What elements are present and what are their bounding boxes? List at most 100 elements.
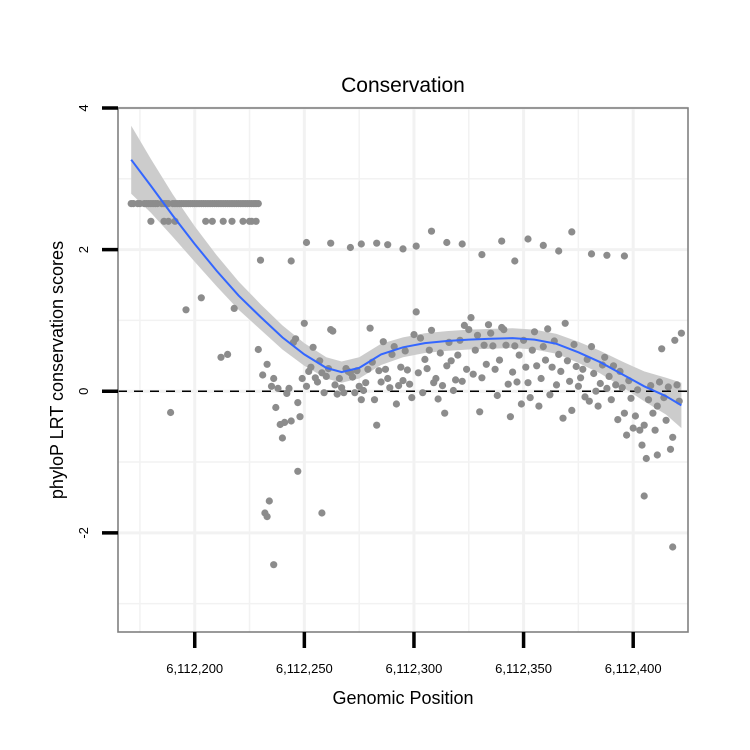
- data-point: [587, 343, 596, 351]
- data-point: [375, 367, 383, 375]
- data-point: [263, 360, 271, 368]
- data-point: [208, 217, 216, 225]
- data-point: [487, 329, 495, 337]
- data-point: [552, 381, 561, 389]
- data-point: [601, 353, 609, 361]
- data-point: [327, 239, 335, 247]
- data-point: [489, 342, 497, 350]
- data-point: [463, 365, 471, 373]
- data-point: [349, 373, 357, 381]
- data-point: [381, 365, 390, 373]
- data-point: [421, 355, 429, 363]
- data-point: [263, 513, 271, 521]
- data-point: [508, 368, 517, 376]
- data-point: [524, 379, 532, 387]
- data-point: [432, 374, 440, 383]
- data-point: [559, 414, 567, 422]
- data-point: [239, 217, 247, 225]
- data-point: [454, 351, 462, 359]
- data-point: [390, 343, 398, 351]
- data-point: [419, 389, 427, 397]
- data-point: [300, 319, 308, 327]
- data-point: [423, 365, 431, 373]
- data-point: [579, 365, 587, 373]
- data-point: [397, 363, 405, 371]
- data-point: [270, 374, 278, 383]
- data-point: [197, 294, 205, 302]
- data-point: [408, 394, 416, 402]
- data-point: [572, 362, 580, 371]
- data-point: [513, 378, 521, 386]
- data-point: [653, 451, 661, 459]
- data-point: [219, 217, 227, 225]
- data-point: [596, 379, 604, 388]
- data-point: [373, 421, 381, 429]
- data-point: [511, 257, 519, 265]
- data-point: [427, 227, 436, 235]
- data-point: [577, 374, 585, 382]
- data-point: [351, 389, 359, 397]
- data-point: [669, 543, 677, 551]
- data-point: [528, 346, 536, 354]
- data-point: [377, 378, 385, 386]
- data-point: [302, 238, 311, 247]
- data-point: [167, 408, 175, 417]
- data-point: [399, 245, 407, 253]
- data-point: [357, 396, 365, 404]
- x-tick-label: 6,112,400: [605, 661, 662, 676]
- smooth-trend-line: [130, 159, 682, 407]
- data-point: [484, 321, 493, 329]
- data-point: [603, 384, 611, 392]
- data-point: [671, 336, 679, 344]
- data-point: [574, 382, 583, 390]
- data-point: [658, 345, 666, 353]
- data-point: [544, 325, 552, 333]
- data-point: [482, 360, 490, 368]
- data-point: [664, 383, 672, 391]
- data-point: [623, 431, 631, 439]
- data-point: [386, 384, 394, 392]
- data-point: [605, 372, 613, 380]
- data-point: [452, 376, 460, 384]
- data-point: [307, 363, 315, 371]
- y-axis: 4 2 0 -2: [76, 104, 118, 539]
- data-point: [406, 380, 414, 388]
- data-point: [254, 200, 262, 208]
- data-point: [592, 387, 600, 395]
- data-point: [541, 356, 550, 364]
- data-point: [292, 335, 300, 343]
- data-point: [526, 394, 534, 402]
- data-point: [631, 412, 640, 420]
- data-point: [677, 329, 686, 337]
- data-point: [438, 382, 447, 390]
- x-tick-label: 6,112,300: [386, 661, 443, 676]
- data-point: [318, 509, 326, 517]
- data-point: [331, 381, 339, 389]
- data-point: [296, 413, 304, 421]
- data-point: [603, 251, 611, 259]
- data-point: [539, 241, 547, 249]
- y-tick-label: -2: [76, 527, 91, 539]
- data-point: [568, 406, 576, 414]
- data-point: [434, 395, 442, 403]
- data-point: [473, 331, 482, 339]
- data-point: [302, 382, 311, 390]
- data-point: [217, 353, 225, 361]
- data-point: [272, 403, 280, 412]
- data-point: [392, 400, 400, 408]
- data-point: [642, 454, 650, 463]
- data-point: [666, 445, 675, 453]
- data-point: [504, 380, 512, 388]
- data-point: [436, 349, 444, 357]
- data-point: [373, 239, 381, 247]
- data-point: [644, 396, 653, 404]
- data-point: [638, 441, 646, 449]
- x-axis-label: Genomic Position: [332, 688, 473, 708]
- data-point: [388, 350, 396, 358]
- data-point: [651, 426, 659, 434]
- plot-panel: [117, 106, 689, 633]
- data-point: [202, 217, 210, 225]
- data-point: [224, 350, 232, 358]
- y-tick-label: 4: [76, 104, 91, 111]
- data-point: [467, 314, 475, 322]
